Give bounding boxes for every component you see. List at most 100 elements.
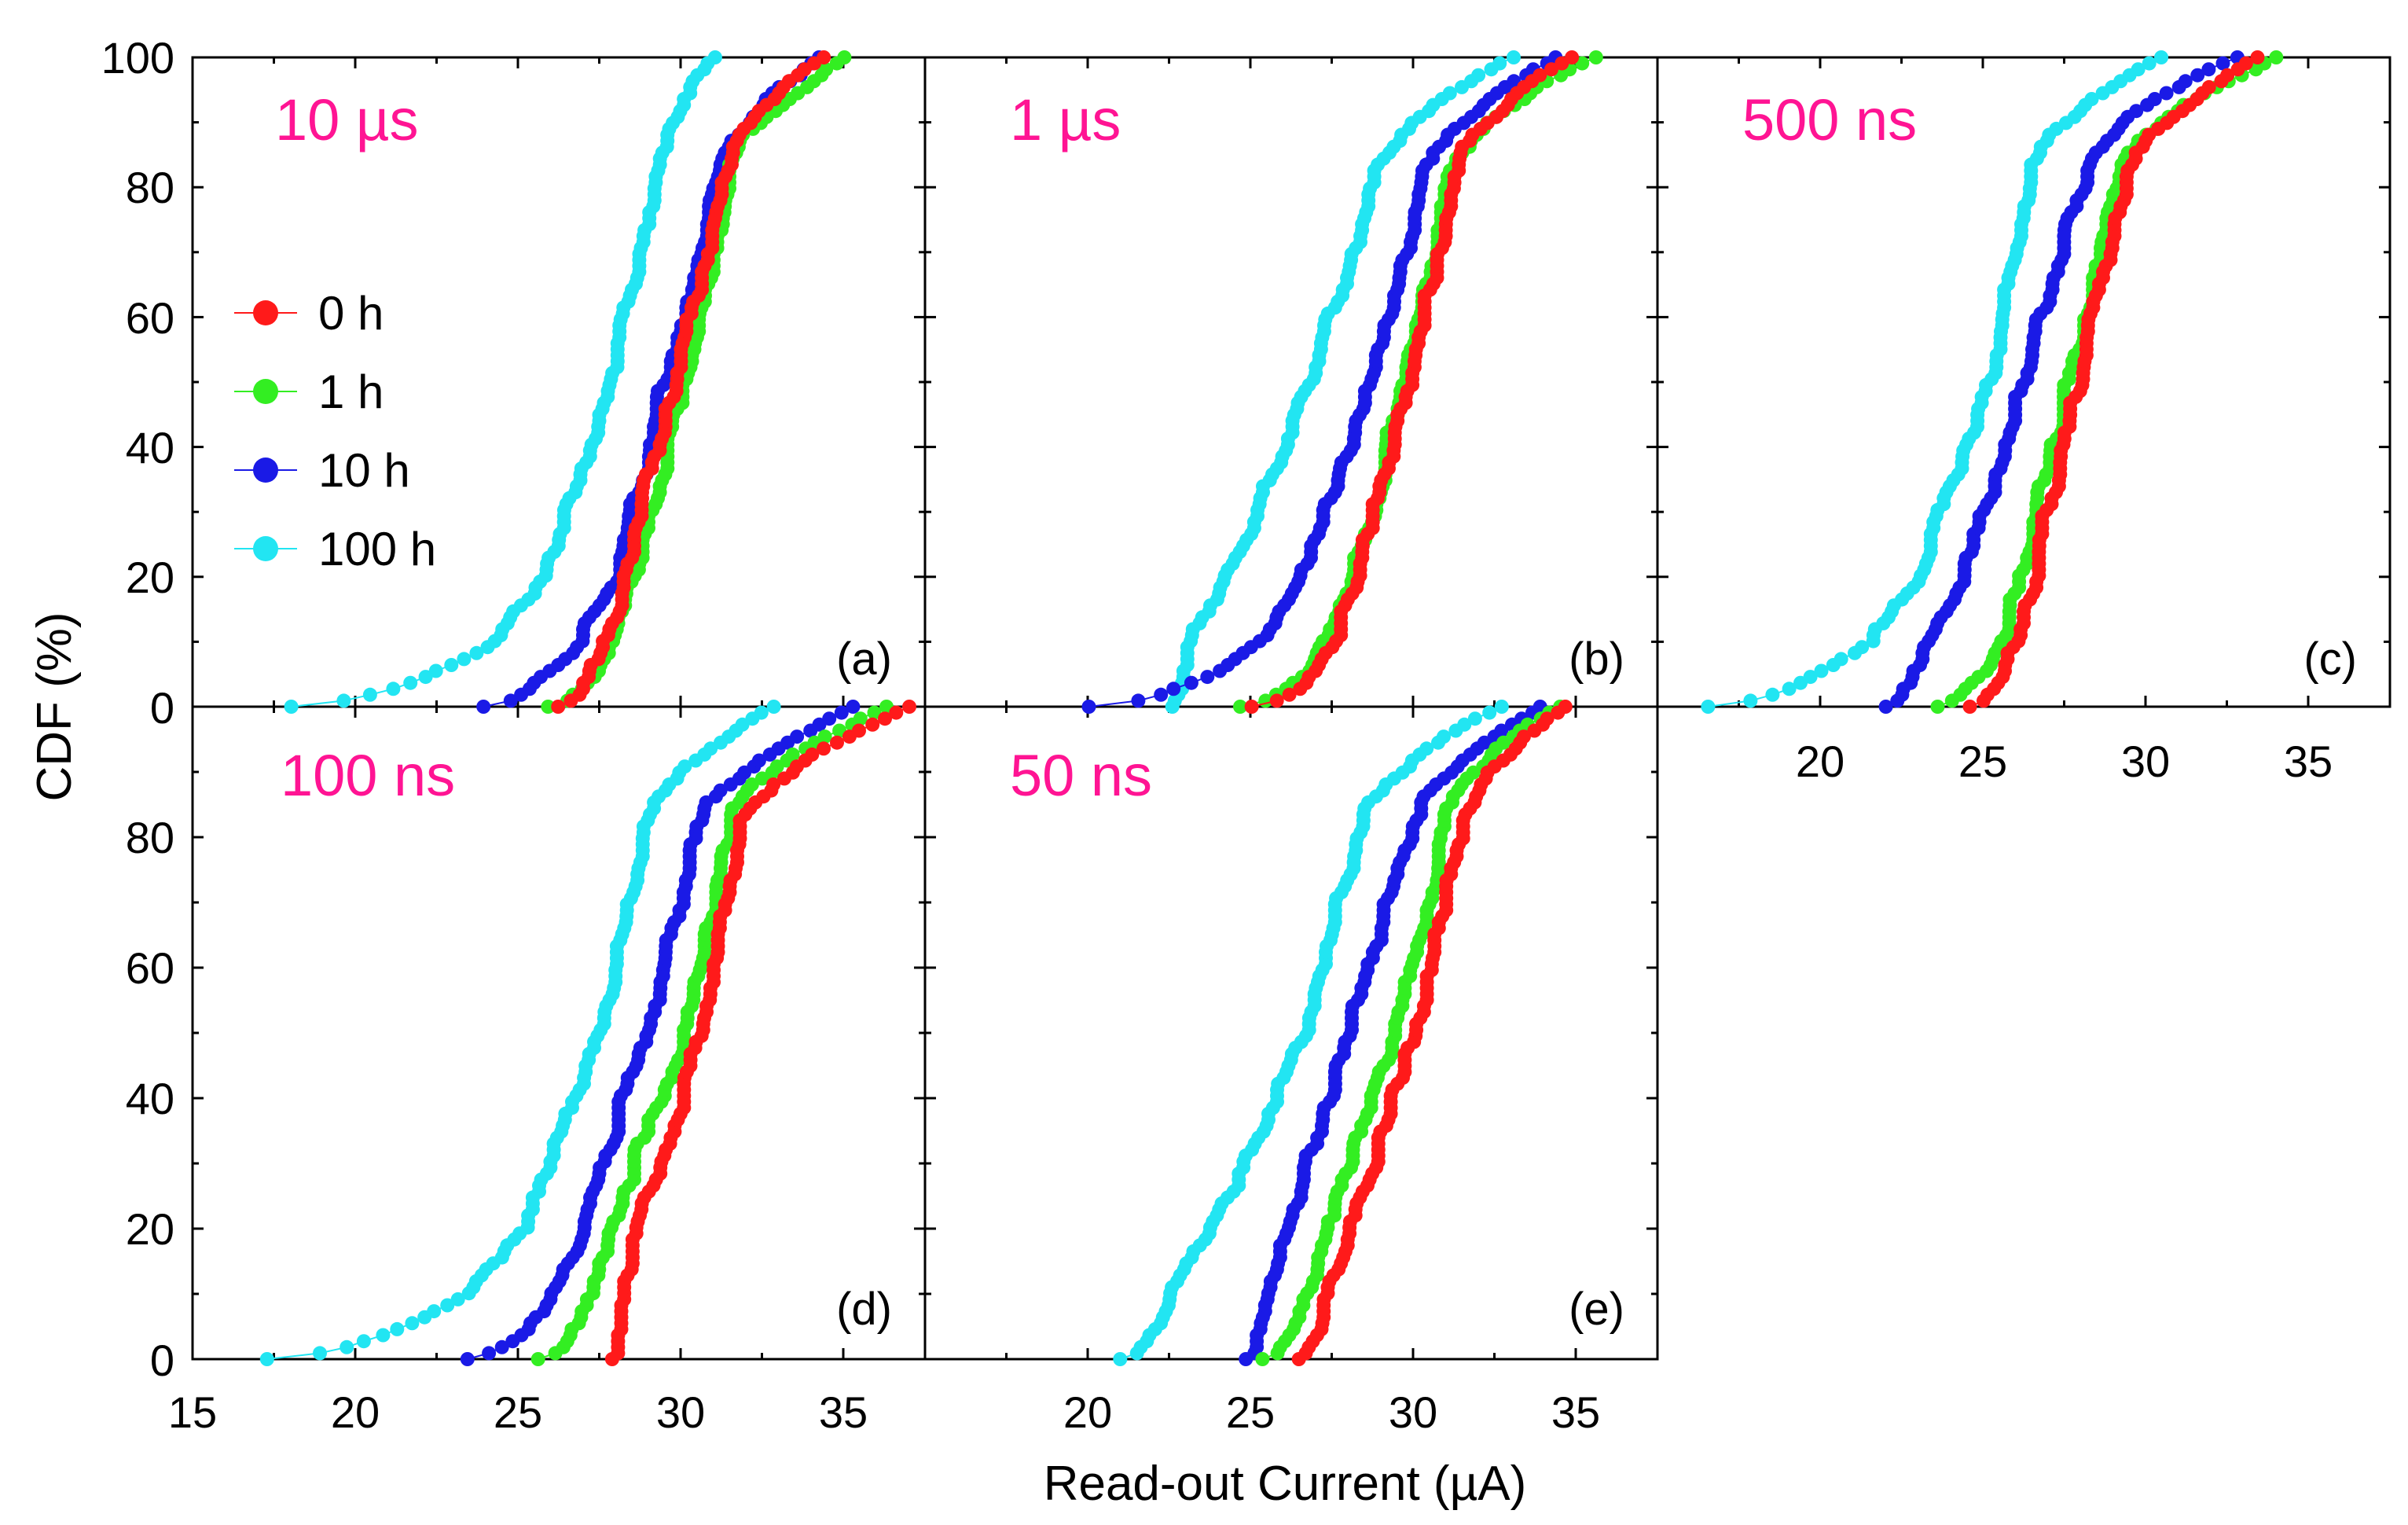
legend-label-1h: 1 h bbox=[318, 366, 384, 418]
data-point bbox=[834, 705, 849, 720]
data-point bbox=[313, 1346, 327, 1361]
data-point bbox=[822, 711, 837, 726]
data-point bbox=[1765, 687, 1780, 702]
data-point bbox=[2190, 68, 2205, 83]
data-point bbox=[2147, 92, 2162, 106]
x-tick-c-25: 25 bbox=[1958, 737, 2007, 786]
data-point bbox=[427, 1304, 442, 1319]
data-point bbox=[1131, 693, 1146, 708]
data-point bbox=[460, 1352, 475, 1366]
legend-marker-10h bbox=[253, 458, 278, 483]
data-point bbox=[1540, 711, 1555, 726]
data-point bbox=[889, 705, 904, 720]
data-point bbox=[2131, 62, 2146, 77]
y-axis-title: CDF (%) bbox=[28, 612, 82, 801]
data-point bbox=[1494, 700, 1509, 714]
x-tick-c-35: 35 bbox=[2284, 737, 2333, 786]
x-tick-d-30: 30 bbox=[656, 1387, 705, 1437]
x-axis-labels: 15 20 25 30 35 20 25 30 35 20 25 30 35 bbox=[168, 737, 2333, 1437]
x-tick-e-35: 35 bbox=[1551, 1387, 1600, 1437]
data-point bbox=[817, 729, 832, 744]
panel-letter-d: (d) bbox=[836, 1284, 892, 1335]
y-tick-top-40: 40 bbox=[126, 423, 174, 472]
data-point bbox=[2159, 86, 2174, 101]
data-point bbox=[1255, 1352, 1270, 1366]
x-tick-c-20: 20 bbox=[1796, 737, 1845, 786]
x-tick-e-30: 30 bbox=[1389, 1387, 1437, 1437]
data-point bbox=[1855, 640, 1870, 655]
data-point bbox=[852, 723, 866, 738]
data-point bbox=[1492, 56, 1507, 71]
panel-title-c: 500 ns bbox=[1742, 87, 1917, 152]
data-point bbox=[428, 663, 443, 678]
data-point bbox=[853, 711, 868, 726]
panel-title-e: 50 ns bbox=[1010, 743, 1152, 808]
data-point bbox=[2154, 50, 2168, 64]
data-point bbox=[790, 729, 805, 744]
data-point bbox=[817, 741, 831, 756]
y-tick-bottom-20: 20 bbox=[126, 1204, 174, 1254]
data-point bbox=[817, 50, 831, 64]
data-point bbox=[2201, 79, 2216, 94]
legend-item-0h: 0 h bbox=[234, 287, 384, 340]
data-point bbox=[837, 50, 852, 64]
data-point bbox=[340, 1339, 354, 1354]
data-point bbox=[2220, 68, 2235, 83]
data-point bbox=[1565, 50, 1580, 64]
x-tick-c-30: 30 bbox=[2121, 737, 2170, 786]
data-point bbox=[1154, 687, 1169, 702]
data-point bbox=[1575, 56, 1590, 71]
y-tick-top-80: 80 bbox=[126, 163, 174, 212]
data-point bbox=[362, 687, 377, 702]
data-point bbox=[1437, 729, 1451, 744]
data-point bbox=[846, 700, 861, 714]
legend-item-10h: 10 h bbox=[234, 444, 410, 497]
data-point bbox=[503, 693, 518, 708]
data-point bbox=[1544, 62, 1558, 77]
legend-item-1h: 1 h bbox=[234, 366, 384, 418]
x-tick-d-25: 25 bbox=[494, 1387, 542, 1437]
data-point bbox=[551, 700, 566, 714]
data-point bbox=[1962, 700, 1977, 714]
panel-frame-a bbox=[191, 56, 927, 708]
x-tick-e-20: 20 bbox=[1063, 1387, 1112, 1437]
data-point bbox=[754, 705, 769, 720]
data-point bbox=[805, 747, 820, 762]
data-point bbox=[390, 1321, 405, 1336]
data-point bbox=[440, 1298, 455, 1313]
data-marks bbox=[193, 50, 2390, 1366]
data-point bbox=[677, 759, 692, 774]
data-point bbox=[830, 735, 844, 750]
data-point bbox=[2142, 56, 2157, 71]
y-tick-bottom-60: 60 bbox=[126, 943, 174, 993]
legend-item-100h: 100 h bbox=[234, 523, 436, 575]
data-point bbox=[482, 1346, 497, 1361]
data-point bbox=[386, 682, 401, 696]
data-point bbox=[356, 1334, 371, 1349]
data-point bbox=[713, 783, 728, 798]
legend-marker-0h bbox=[253, 300, 278, 325]
legend: 0 h 1 h 10 h 100 h bbox=[234, 287, 436, 575]
data-point bbox=[1494, 723, 1509, 738]
legend-label-0h: 0 h bbox=[318, 287, 384, 340]
data-point bbox=[1558, 700, 1573, 714]
x-axis-title: Read-out Current (µA) bbox=[1044, 1457, 1527, 1511]
data-point bbox=[1701, 700, 1716, 714]
data-point bbox=[902, 700, 916, 714]
data-point bbox=[2178, 74, 2193, 89]
data-point bbox=[766, 777, 781, 792]
data-point bbox=[878, 711, 892, 726]
x-tick-d-15: 15 bbox=[168, 1387, 217, 1437]
panel-letter-b: (b) bbox=[1569, 634, 1624, 685]
data-point bbox=[1878, 700, 1893, 714]
series-line-b-10h bbox=[1088, 57, 1556, 707]
data-point bbox=[744, 777, 759, 792]
data-point bbox=[1507, 50, 1521, 64]
data-point bbox=[819, 62, 834, 77]
data-point bbox=[1457, 717, 1472, 732]
data-point bbox=[865, 717, 880, 732]
data-point bbox=[336, 693, 351, 708]
data-point bbox=[530, 1352, 545, 1366]
data-point bbox=[457, 652, 472, 667]
panel-letter-c: (c) bbox=[2303, 634, 2357, 685]
